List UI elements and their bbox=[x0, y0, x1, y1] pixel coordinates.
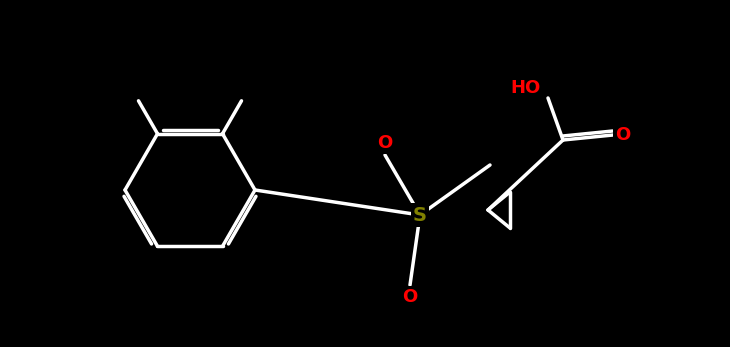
Text: O: O bbox=[402, 288, 418, 306]
Text: HO: HO bbox=[511, 79, 541, 97]
Text: O: O bbox=[615, 126, 631, 144]
Text: O: O bbox=[377, 134, 393, 152]
Text: S: S bbox=[413, 205, 427, 225]
